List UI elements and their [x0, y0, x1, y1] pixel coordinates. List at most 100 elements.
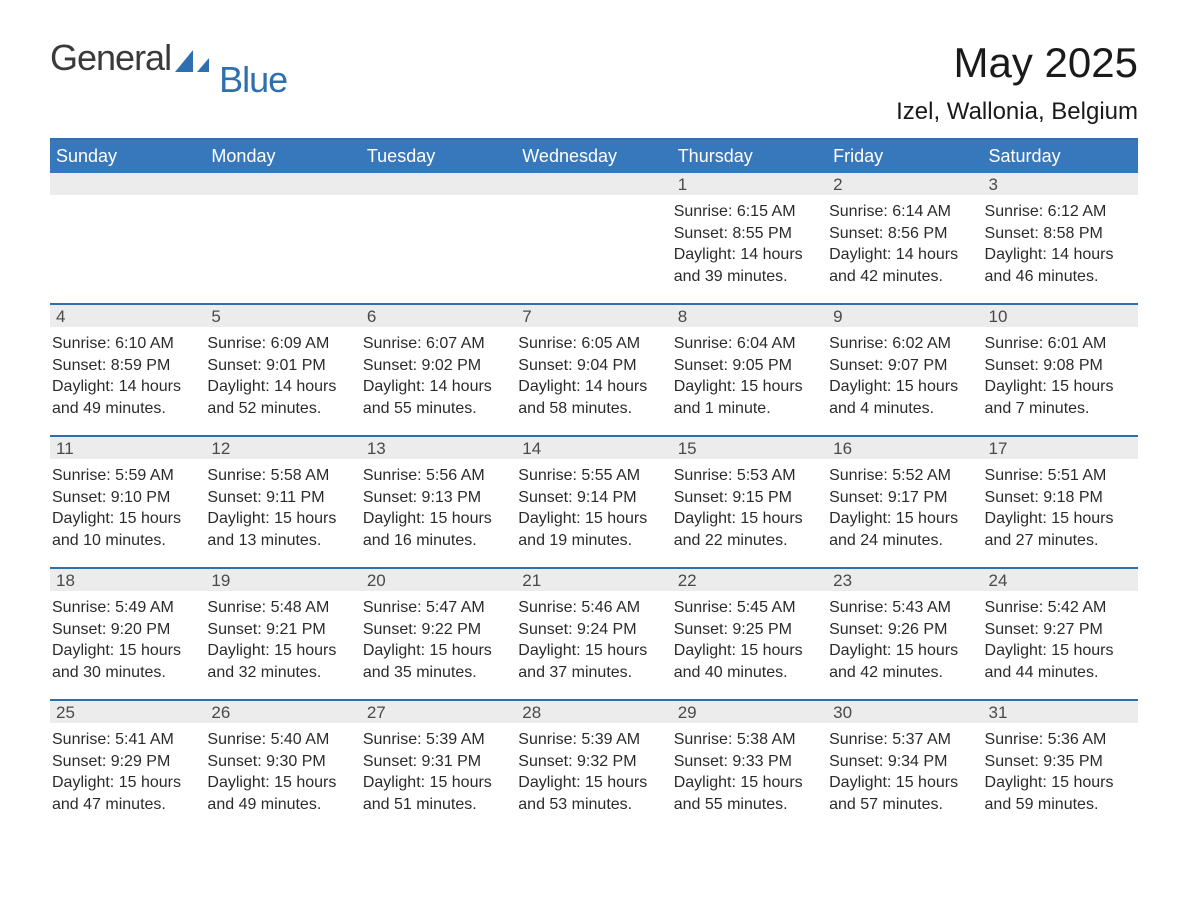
day-body: Sunrise: 5:55 AMSunset: 9:14 PMDaylight:… [516, 459, 671, 551]
day-of-week-header: Sunday [50, 140, 205, 173]
sunrise-line: Sunrise: 5:47 AM [363, 597, 508, 619]
day-body: Sunrise: 5:39 AMSunset: 9:32 PMDaylight:… [516, 723, 671, 815]
daylight-line: Daylight: 15 hours and 55 minutes. [674, 772, 819, 815]
day-number: 4 [56, 307, 65, 326]
daylight-line: Daylight: 15 hours and 42 minutes. [829, 640, 974, 683]
day-number-bar [205, 173, 360, 195]
sunset-line: Sunset: 8:56 PM [829, 223, 974, 245]
day-body: Sunrise: 5:39 AMSunset: 9:31 PMDaylight:… [361, 723, 516, 815]
calendar-day-cell: 7Sunrise: 6:05 AMSunset: 9:04 PMDaylight… [516, 305, 671, 435]
day-of-week-header: Wednesday [516, 140, 671, 173]
day-number: 11 [56, 439, 74, 458]
day-number: 20 [367, 571, 386, 590]
calendar-body: 1Sunrise: 6:15 AMSunset: 8:55 PMDaylight… [50, 173, 1138, 831]
calendar-week-row: 25Sunrise: 5:41 AMSunset: 9:29 PMDayligh… [50, 699, 1138, 831]
day-body: Sunrise: 5:46 AMSunset: 9:24 PMDaylight:… [516, 591, 671, 683]
day-number: 10 [989, 307, 1008, 326]
sunset-line: Sunset: 9:30 PM [207, 751, 352, 773]
day-body: Sunrise: 5:48 AMSunset: 9:21 PMDaylight:… [205, 591, 360, 683]
sunset-line: Sunset: 9:20 PM [52, 619, 197, 641]
day-number: 8 [678, 307, 687, 326]
calendar-day-cell [50, 173, 205, 303]
day-body: Sunrise: 6:05 AMSunset: 9:04 PMDaylight:… [516, 327, 671, 419]
daylight-line: Daylight: 15 hours and 51 minutes. [363, 772, 508, 815]
calendar-day-cell: 16Sunrise: 5:52 AMSunset: 9:17 PMDayligh… [827, 437, 982, 567]
day-number: 5 [211, 307, 220, 326]
day-number-bar: 25 [50, 701, 205, 723]
daylight-line: Daylight: 15 hours and 27 minutes. [985, 508, 1130, 551]
brand-word-2: Blue [219, 62, 287, 98]
sunrise-line: Sunrise: 5:41 AM [52, 729, 197, 751]
day-number-bar: 9 [827, 305, 982, 327]
day-number-bar [50, 173, 205, 195]
day-number-bar: 31 [983, 701, 1138, 723]
sunrise-line: Sunrise: 5:37 AM [829, 729, 974, 751]
day-body: Sunrise: 5:45 AMSunset: 9:25 PMDaylight:… [672, 591, 827, 683]
sunrise-line: Sunrise: 6:01 AM [985, 333, 1130, 355]
sunrise-line: Sunrise: 5:59 AM [52, 465, 197, 487]
sunrise-line: Sunrise: 6:02 AM [829, 333, 974, 355]
calendar-day-cell [516, 173, 671, 303]
sunset-line: Sunset: 9:32 PM [518, 751, 663, 773]
sunrise-line: Sunrise: 6:14 AM [829, 201, 974, 223]
day-body: Sunrise: 5:59 AMSunset: 9:10 PMDaylight:… [50, 459, 205, 551]
calendar-day-cell: 23Sunrise: 5:43 AMSunset: 9:26 PMDayligh… [827, 569, 982, 699]
day-number: 16 [833, 439, 852, 458]
day-number-bar: 4 [50, 305, 205, 327]
calendar-day-cell: 30Sunrise: 5:37 AMSunset: 9:34 PMDayligh… [827, 701, 982, 831]
day-body: Sunrise: 6:12 AMSunset: 8:58 PMDaylight:… [983, 195, 1138, 287]
calendar-page: General Blue May 2025 Izel, Wallonia, Be… [0, 0, 1188, 871]
calendar-day-cell: 22Sunrise: 5:45 AMSunset: 9:25 PMDayligh… [672, 569, 827, 699]
day-number-bar: 16 [827, 437, 982, 459]
day-number-bar: 28 [516, 701, 671, 723]
day-number-bar: 10 [983, 305, 1138, 327]
calendar-day-cell: 3Sunrise: 6:12 AMSunset: 8:58 PMDaylight… [983, 173, 1138, 303]
sunset-line: Sunset: 8:58 PM [985, 223, 1130, 245]
sunset-line: Sunset: 8:55 PM [674, 223, 819, 245]
sunset-line: Sunset: 8:59 PM [52, 355, 197, 377]
day-number: 12 [211, 439, 230, 458]
sunset-line: Sunset: 9:08 PM [985, 355, 1130, 377]
calendar-day-cell: 24Sunrise: 5:42 AMSunset: 9:27 PMDayligh… [983, 569, 1138, 699]
sunrise-line: Sunrise: 6:09 AM [207, 333, 352, 355]
sunset-line: Sunset: 9:21 PM [207, 619, 352, 641]
sunrise-line: Sunrise: 6:10 AM [52, 333, 197, 355]
calendar-day-cell: 31Sunrise: 5:36 AMSunset: 9:35 PMDayligh… [983, 701, 1138, 831]
title-block: May 2025 Izel, Wallonia, Belgium [896, 40, 1138, 126]
day-number: 13 [367, 439, 386, 458]
daylight-line: Daylight: 14 hours and 49 minutes. [52, 376, 197, 419]
calendar-day-cell: 4 Sunrise: 6:10 AMSunset: 8:59 PMDaylight… [50, 305, 205, 435]
day-body: Sunrise: 6:14 AMSunset: 8:56 PMDaylight:… [827, 195, 982, 287]
day-body: Sunrise: 5:38 AMSunset: 9:33 PMDaylight:… [672, 723, 827, 815]
sunset-line: Sunset: 9:17 PM [829, 487, 974, 509]
daylight-line: Daylight: 15 hours and 37 minutes. [518, 640, 663, 683]
day-number-bar: 22 [672, 569, 827, 591]
brand-word-1: General [50, 40, 171, 76]
sunset-line: Sunset: 9:31 PM [363, 751, 508, 773]
sunset-line: Sunset: 9:24 PM [518, 619, 663, 641]
sunset-line: Sunset: 9:27 PM [985, 619, 1130, 641]
day-body: Sunrise: 6:01 AMSunset: 9:08 PMDaylight:… [983, 327, 1138, 419]
daylight-line: Daylight: 15 hours and 1 minute. [674, 376, 819, 419]
day-number-bar: 7 [516, 305, 671, 327]
calendar-day-cell: 2Sunrise: 6:14 AMSunset: 8:56 PMDaylight… [827, 173, 982, 303]
day-number: 15 [678, 439, 697, 458]
calendar-day-cell: 29Sunrise: 5:38 AMSunset: 9:33 PMDayligh… [672, 701, 827, 831]
calendar-day-cell: 15Sunrise: 5:53 AMSunset: 9:15 PMDayligh… [672, 437, 827, 567]
day-number: 19 [211, 571, 230, 590]
day-number-bar: 3 [983, 173, 1138, 195]
calendar-day-cell: 28Sunrise: 5:39 AMSunset: 9:32 PMDayligh… [516, 701, 671, 831]
sunrise-line: Sunrise: 5:46 AM [518, 597, 663, 619]
daylight-line: Daylight: 15 hours and 13 minutes. [207, 508, 352, 551]
calendar-week-row: 18Sunrise: 5:49 AMSunset: 9:20 PMDayligh… [50, 567, 1138, 699]
day-number-bar: 19 [205, 569, 360, 591]
sunrise-line: Sunrise: 5:39 AM [518, 729, 663, 751]
sunset-line: Sunset: 9:04 PM [518, 355, 663, 377]
sunrise-line: Sunrise: 5:40 AM [207, 729, 352, 751]
calendar: SundayMondayTuesdayWednesdayThursdayFrid… [50, 138, 1138, 831]
daylight-line: Daylight: 15 hours and 24 minutes. [829, 508, 974, 551]
day-number: 6 [367, 307, 376, 326]
sunset-line: Sunset: 9:34 PM [829, 751, 974, 773]
calendar-day-cell: 18Sunrise: 5:49 AMSunset: 9:20 PMDayligh… [50, 569, 205, 699]
day-number-bar: 2 [827, 173, 982, 195]
